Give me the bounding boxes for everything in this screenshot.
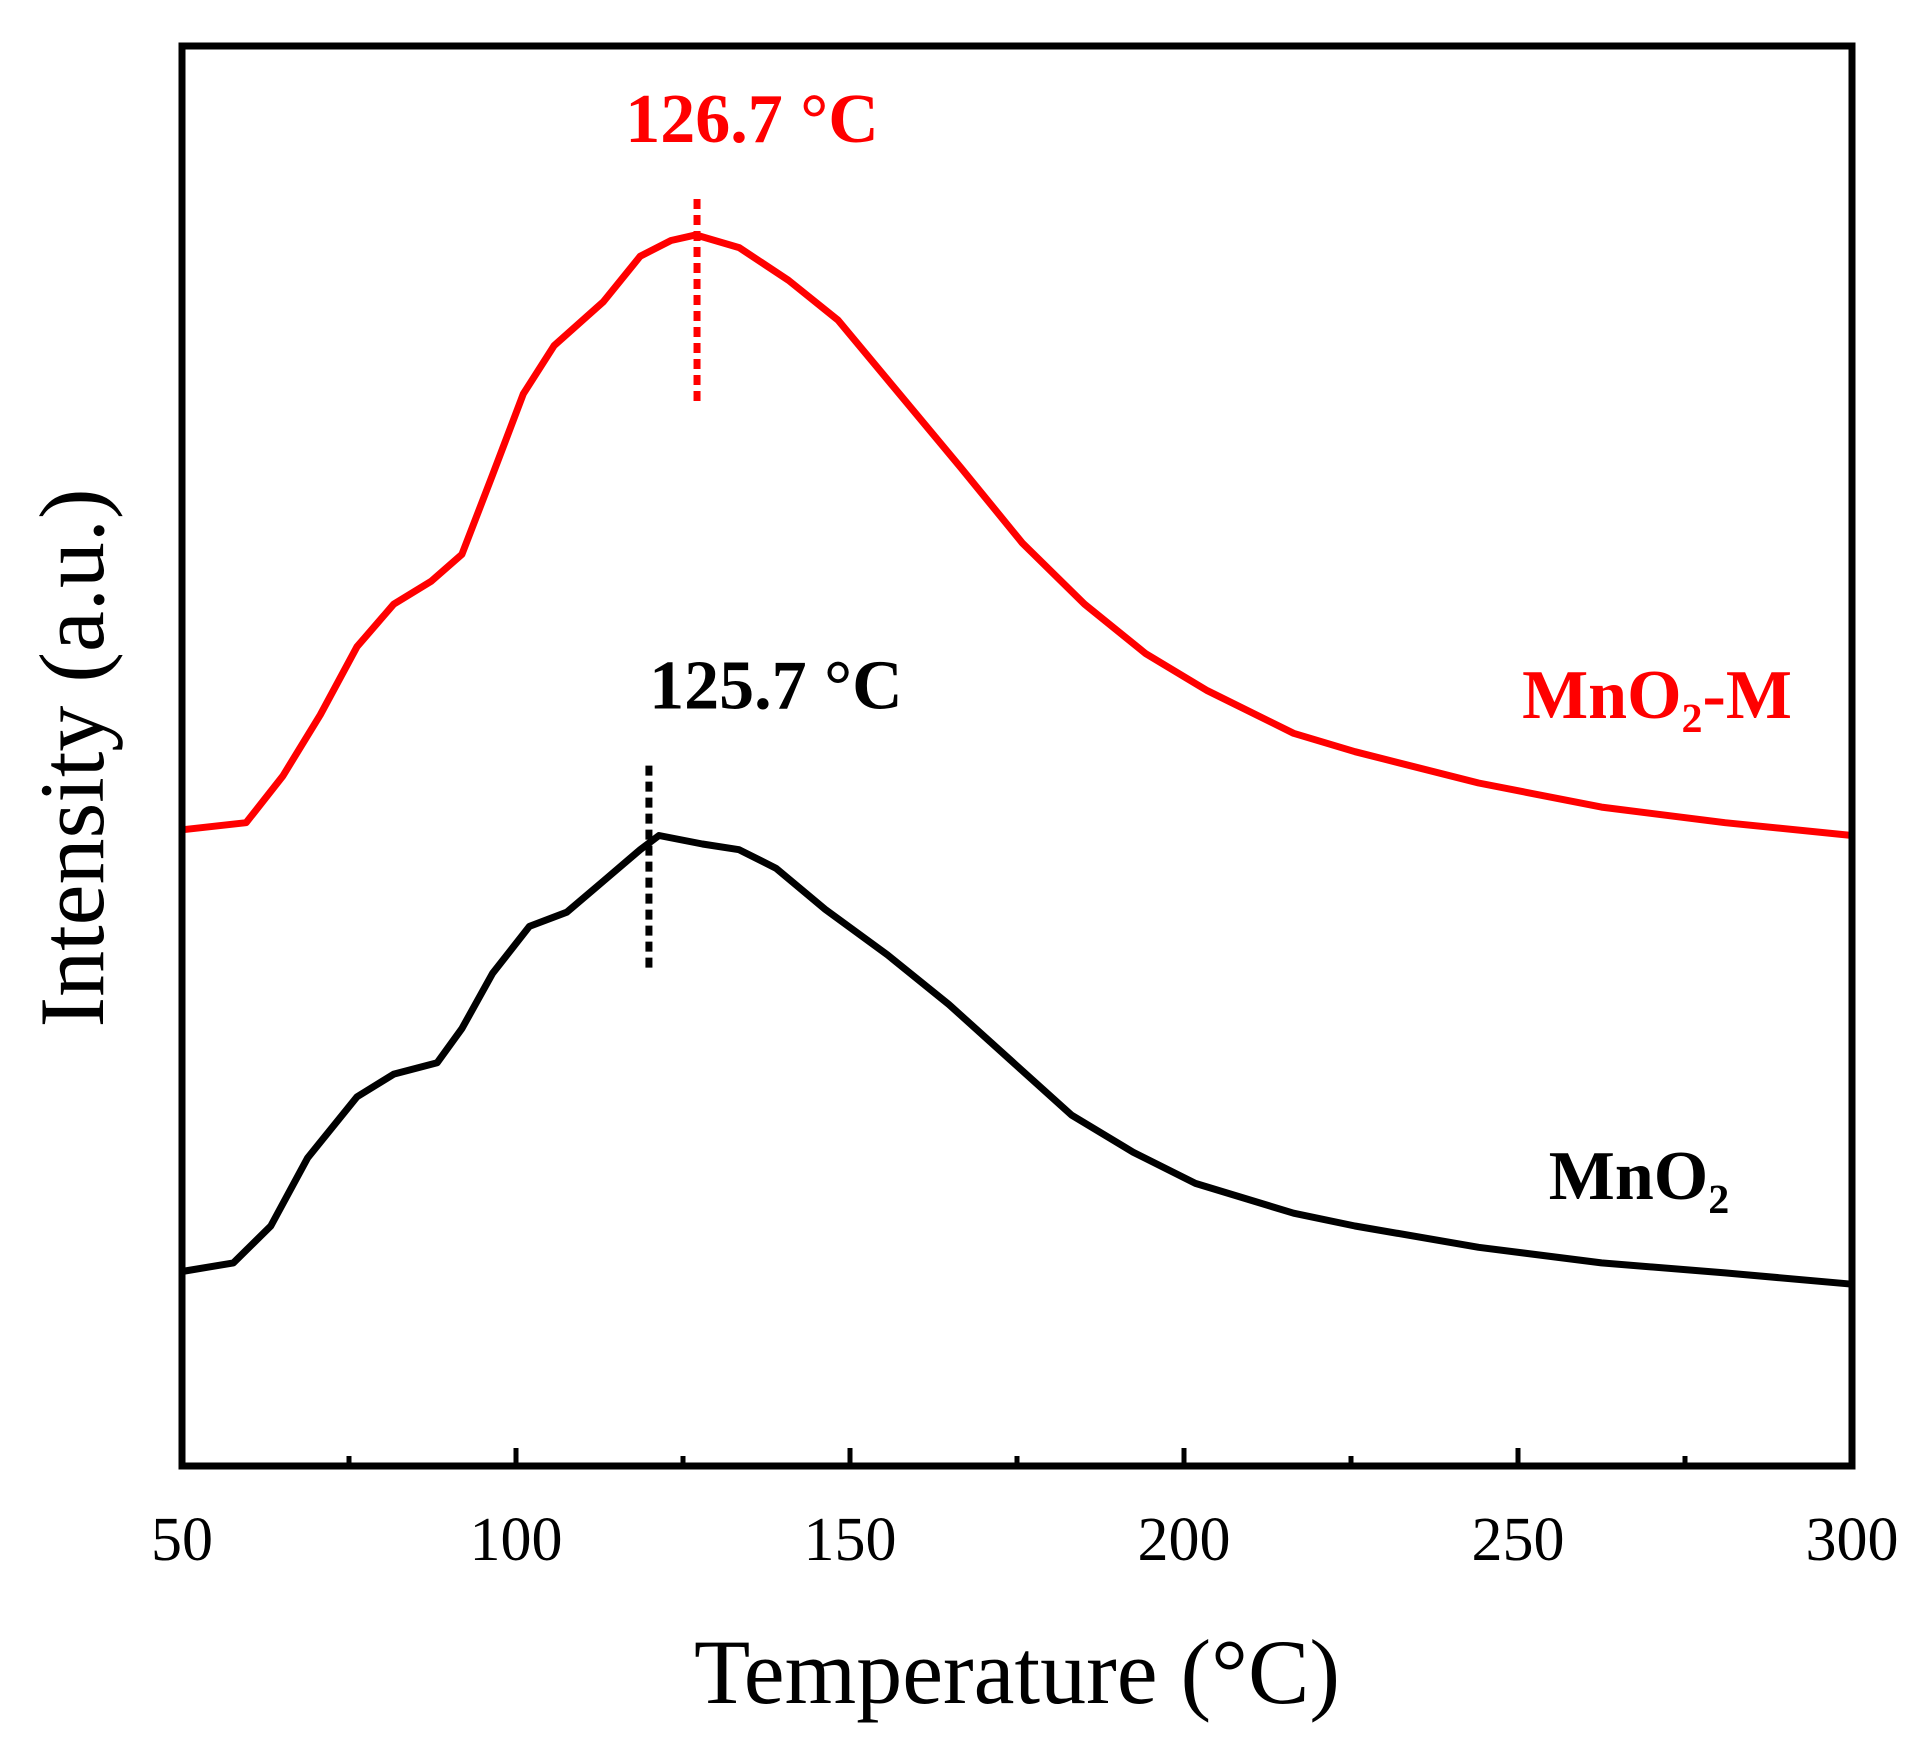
x-tick-label: 50 (151, 1506, 213, 1574)
peak-label: 125.7 °C (649, 648, 903, 725)
y-axis-label: Intensity (a.u.) (21, 488, 123, 1027)
x-axis-label: Temperature (°C) (694, 1621, 1340, 1723)
plot-frame (178, 42, 1856, 1470)
series-line (181, 832, 1853, 1288)
x-tick-label: 300 (1806, 1506, 1899, 1574)
peak-label: 126.7 °C (625, 81, 879, 158)
x-tick-label: 150 (804, 1506, 897, 1574)
series-line (181, 231, 1853, 839)
series-label: MnO₂-M (1522, 657, 1792, 734)
x-tick-label: 200 (1138, 1506, 1231, 1574)
x-tick-label: 250 (1472, 1506, 1565, 1574)
series-label: MnO₂ (1549, 1138, 1729, 1215)
x-tick-label: 100 (470, 1506, 563, 1574)
